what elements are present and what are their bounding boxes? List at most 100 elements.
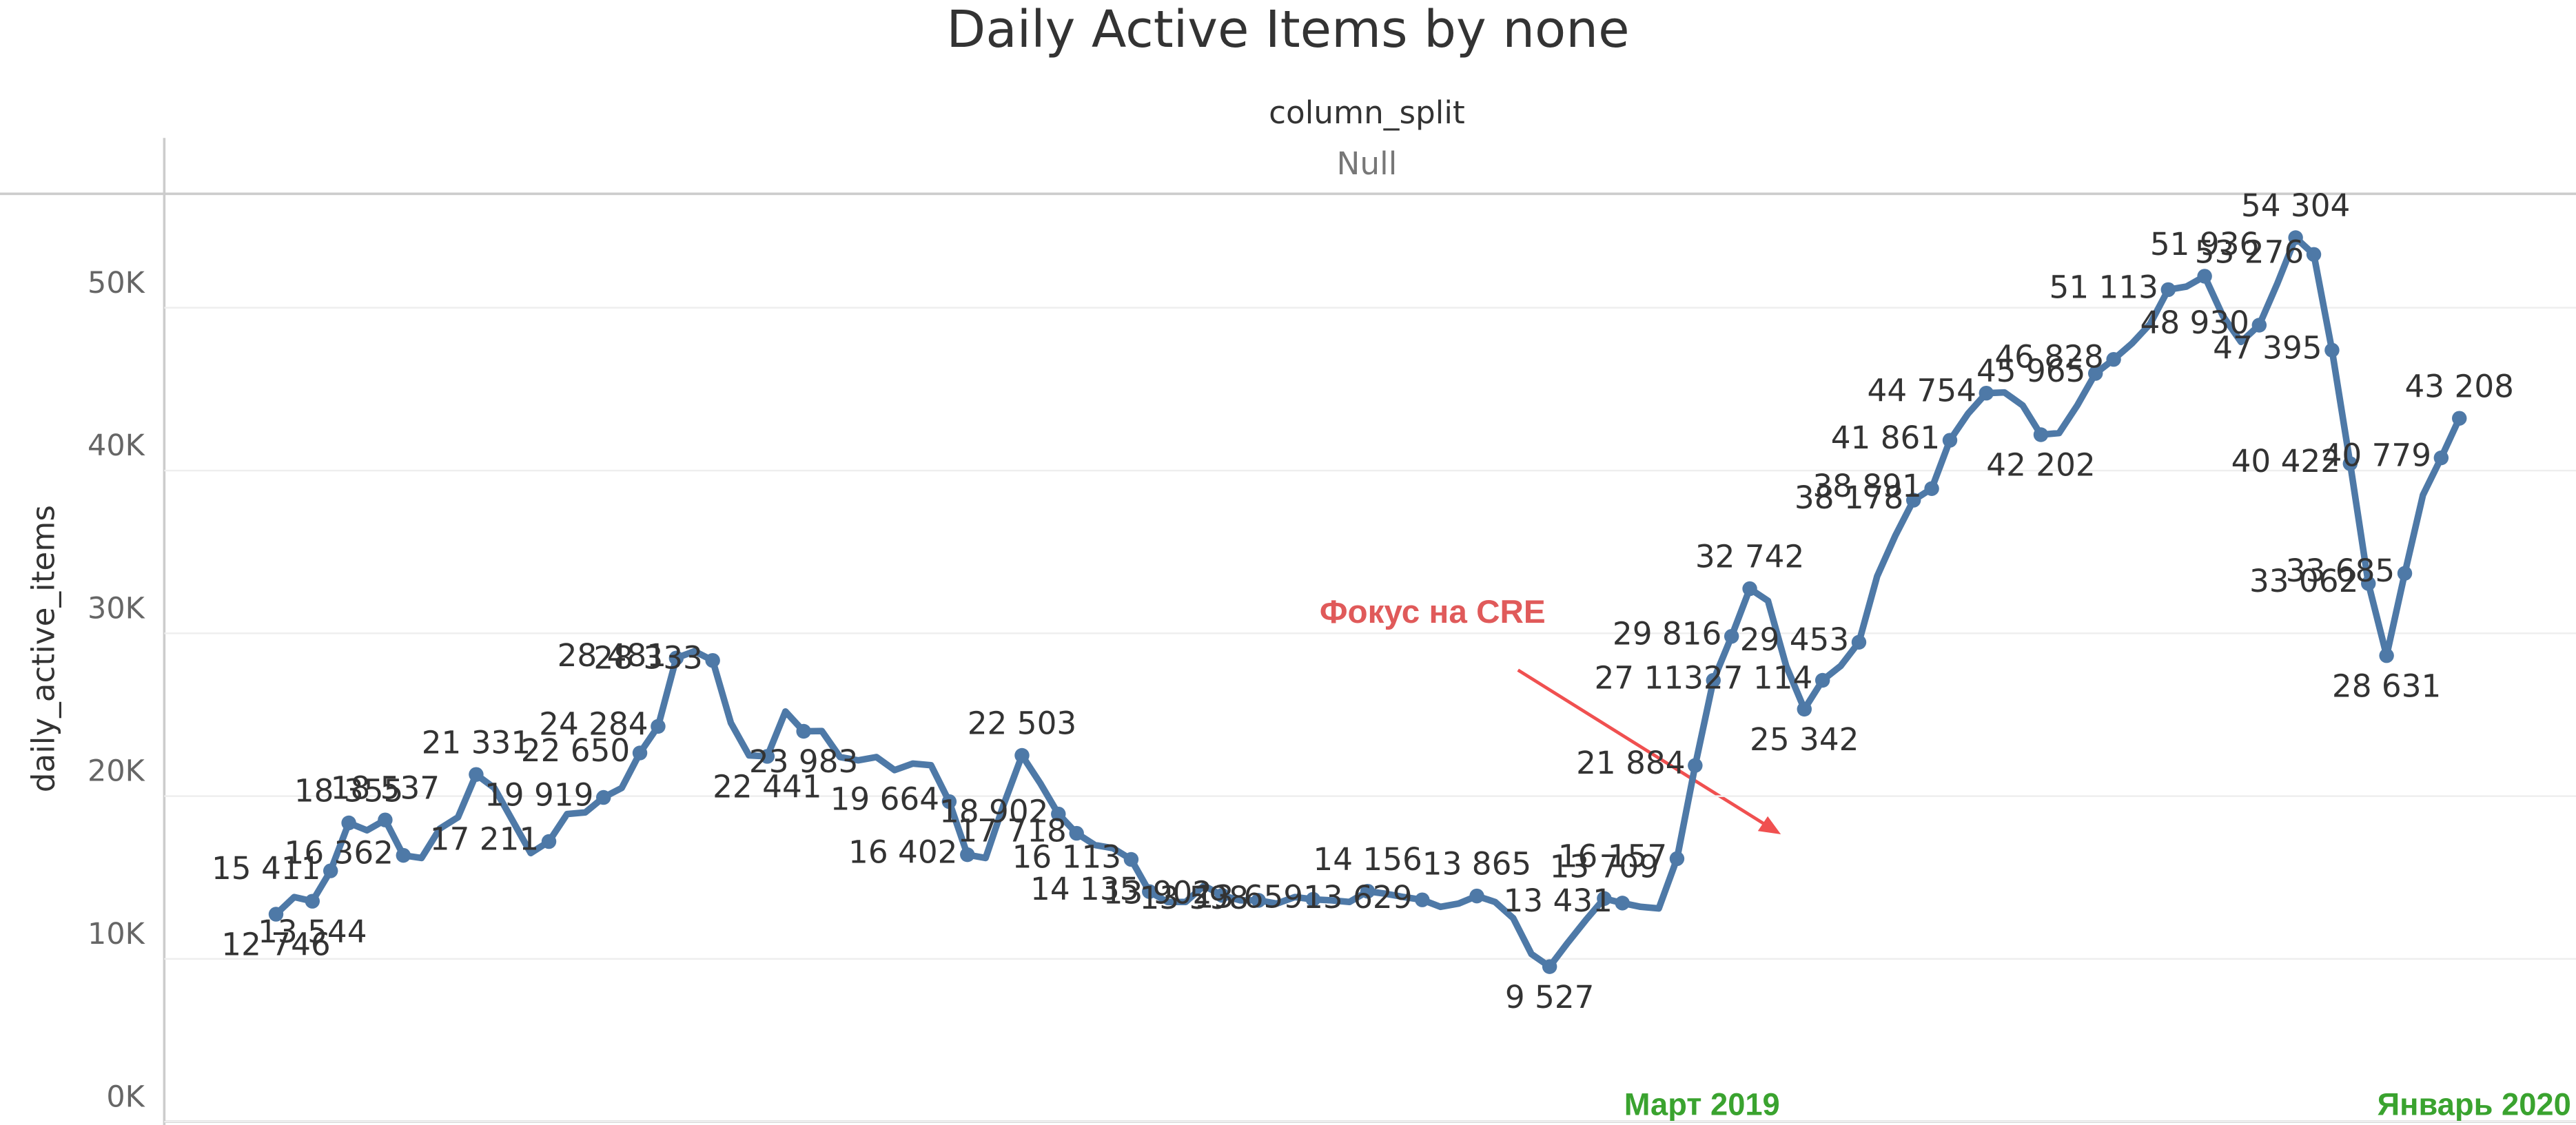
value-label: 13 544 bbox=[258, 914, 367, 950]
point bbox=[378, 812, 393, 827]
point bbox=[396, 847, 411, 863]
value-label: 13 865 bbox=[1422, 846, 1531, 883]
point bbox=[1051, 806, 1066, 822]
point bbox=[596, 789, 611, 805]
point bbox=[2251, 318, 2267, 333]
point bbox=[1615, 896, 1630, 911]
point bbox=[2160, 282, 2176, 298]
point bbox=[1669, 851, 1685, 867]
point bbox=[305, 894, 320, 909]
value-label: 13 659 bbox=[1194, 878, 1303, 915]
chart-title: Daily Active Items by none bbox=[946, 0, 1629, 59]
point bbox=[2288, 230, 2303, 245]
value-label: 46 828 bbox=[1994, 339, 2103, 375]
point bbox=[1797, 701, 1812, 717]
point bbox=[1360, 883, 1376, 899]
point bbox=[2452, 411, 2467, 426]
point bbox=[469, 767, 484, 782]
point bbox=[1905, 493, 1921, 508]
value-label: 12 746 bbox=[221, 927, 330, 963]
point bbox=[2306, 247, 2322, 262]
value-label: 14 135 bbox=[1030, 871, 1139, 907]
value-label: 9 527 bbox=[1505, 979, 1595, 1015]
value-label: 54 304 bbox=[2241, 187, 2350, 224]
point bbox=[2197, 269, 2212, 284]
annotation: Март 2019 bbox=[1624, 1087, 1780, 1122]
value-label: 13 629 bbox=[1303, 879, 1412, 916]
point bbox=[1942, 433, 1958, 448]
value-label: 40 422 bbox=[2231, 443, 2340, 479]
point bbox=[1924, 481, 1939, 496]
header-value: Null bbox=[1337, 145, 1398, 182]
point bbox=[268, 907, 284, 922]
point bbox=[1014, 747, 1030, 763]
value-label: 18 902 bbox=[939, 794, 1048, 830]
value-label: 41 861 bbox=[1831, 420, 1940, 456]
value-label: 15 411 bbox=[212, 850, 320, 887]
value-label: 21 884 bbox=[1576, 745, 1685, 781]
point bbox=[2397, 566, 2413, 581]
value-label: 22 441 bbox=[713, 769, 821, 805]
value-label: 13 598 bbox=[1139, 880, 1248, 916]
value-label: 24 284 bbox=[539, 705, 648, 742]
value-label: 32 742 bbox=[1695, 539, 1804, 575]
value-label: 13 709 bbox=[1550, 848, 1659, 885]
annotation-arrow bbox=[1517, 668, 1769, 828]
point bbox=[1742, 581, 1757, 597]
point bbox=[2433, 450, 2449, 466]
point bbox=[705, 652, 720, 668]
value-label: 13 902 bbox=[1103, 875, 1212, 911]
value-label: 28 481 bbox=[558, 637, 666, 674]
point bbox=[1415, 892, 1430, 907]
point bbox=[1069, 825, 1084, 841]
value-label: 48 930 bbox=[2140, 305, 2249, 341]
value-label: 18 355 bbox=[294, 773, 403, 809]
point bbox=[1815, 672, 1830, 688]
y-tick-label: 20K bbox=[88, 754, 146, 789]
value-label: 51 936 bbox=[2150, 226, 2259, 262]
value-label: 38 178 bbox=[1795, 479, 1903, 516]
value-label: 40 779 bbox=[2322, 437, 2431, 474]
value-label: 21 331 bbox=[422, 724, 531, 761]
point bbox=[1469, 888, 1484, 904]
y-tick-label: 0K bbox=[106, 1080, 145, 1114]
header: column_split bbox=[1269, 94, 1465, 131]
value-label: 16 402 bbox=[848, 834, 957, 871]
point bbox=[1979, 385, 1994, 401]
point bbox=[2379, 648, 2394, 663]
point bbox=[1706, 672, 1721, 688]
value-label: 28 333 bbox=[593, 640, 702, 677]
point bbox=[759, 749, 775, 764]
value-label: 13 431 bbox=[1503, 883, 1612, 919]
value-label: 27 113 bbox=[1595, 660, 1704, 696]
point bbox=[1123, 852, 1139, 867]
value-label: 53 276 bbox=[2195, 234, 2304, 270]
value-label: 33 062 bbox=[2249, 563, 2358, 599]
value-label: 19 919 bbox=[484, 777, 593, 814]
point bbox=[1724, 628, 1739, 644]
point bbox=[2324, 342, 2340, 358]
value-label: 16 113 bbox=[1012, 838, 1121, 875]
value-label: 17 718 bbox=[957, 813, 1066, 849]
point bbox=[632, 745, 648, 761]
point bbox=[1542, 959, 1557, 974]
point bbox=[541, 834, 557, 849]
point bbox=[2342, 456, 2358, 471]
value-label: 27 114 bbox=[1704, 660, 1812, 696]
y-tick-label: 50K bbox=[88, 266, 146, 300]
value-label: 25 342 bbox=[1750, 721, 1859, 758]
value-label: 45 965 bbox=[1976, 353, 2085, 389]
arrow-head bbox=[1757, 816, 1781, 835]
point bbox=[1305, 891, 1321, 907]
y-tick-label: 30K bbox=[88, 591, 146, 626]
value-label: 17 211 bbox=[430, 821, 539, 858]
value-label: 51 113 bbox=[2049, 269, 2158, 305]
point bbox=[323, 863, 338, 878]
point bbox=[1688, 758, 1703, 773]
point bbox=[668, 650, 684, 665]
y-tick-label: 40K bbox=[88, 429, 146, 463]
point bbox=[1597, 891, 1612, 907]
y-axis-label: daily_active_items bbox=[25, 505, 62, 792]
value-label: 16 362 bbox=[285, 835, 393, 871]
point bbox=[2033, 427, 2049, 442]
